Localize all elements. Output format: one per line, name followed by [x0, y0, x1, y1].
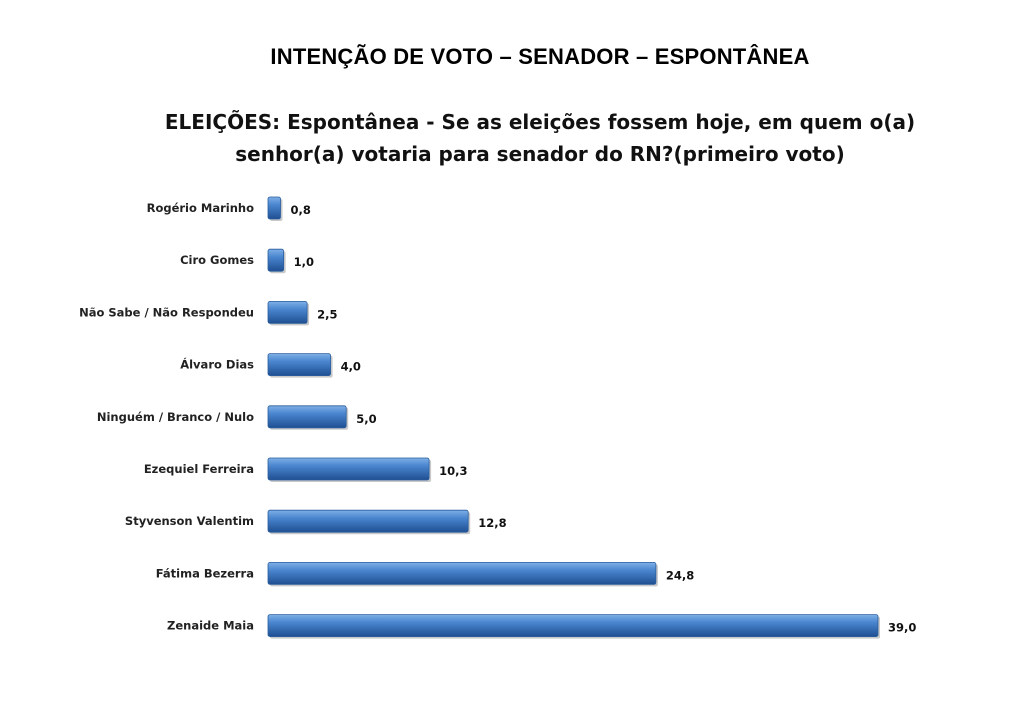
- value-label: 1,0: [294, 255, 314, 269]
- category-label: Ninguém / Branco / Nulo: [97, 410, 254, 424]
- value-label: 0,8: [291, 203, 311, 217]
- category-label: Não Sabe / Não Respondeu: [79, 305, 254, 319]
- bar: [267, 405, 347, 429]
- bar: [267, 196, 281, 220]
- bar: [267, 562, 657, 585]
- value-label: 10,3: [439, 464, 467, 478]
- chart-title: INTENÇÃO DE VOTO – SENADOR – ESPONTÂNEA: [270, 44, 810, 69]
- bar: [267, 353, 331, 377]
- category-label: Ezequiel Ferreira: [144, 462, 254, 476]
- bar: [267, 300, 308, 324]
- category-label: Álvaro Dias: [180, 357, 254, 372]
- bar: [267, 509, 469, 533]
- value-label: 12,8: [478, 516, 506, 530]
- value-label: 5,0: [356, 412, 376, 426]
- subtitle-line-2: senhor(a) votaria para senador do RN?(pr…: [235, 142, 845, 166]
- value-label: 4,0: [341, 360, 361, 374]
- bar: [267, 457, 430, 481]
- value-label: 2,5: [317, 307, 337, 321]
- chart-subtitle: ELEIÇÕES: Espontânea - Se as eleições fo…: [0, 106, 1024, 170]
- category-label: Ciro Gomes: [180, 253, 254, 267]
- bar: [267, 614, 879, 637]
- category-label: Styvenson Valentim: [125, 514, 254, 528]
- value-label: 24,8: [666, 568, 694, 582]
- category-label: Zenaide Maia: [167, 619, 254, 633]
- value-label: 39,0: [888, 621, 916, 635]
- category-label: Fátima Bezerra: [156, 566, 254, 580]
- bar: [267, 248, 285, 272]
- subtitle-line-1: ELEIÇÕES: Espontânea - Se as eleições fo…: [164, 110, 916, 134]
- category-label: Rogério Marinho: [147, 201, 254, 215]
